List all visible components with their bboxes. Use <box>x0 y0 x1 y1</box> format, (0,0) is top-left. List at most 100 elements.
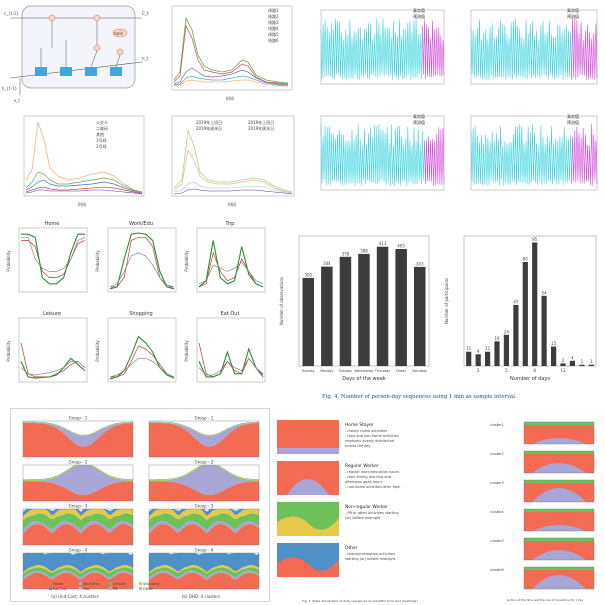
right-cluster-label: cluster4 <box>490 510 504 514</box>
activity-curve <box>198 357 264 376</box>
cluster-area-leisure <box>149 513 259 531</box>
desc-line: - trips and non-home activities <box>345 434 399 438</box>
desc-line: - non-home activities after 6pm <box>345 485 401 489</box>
lstm-diagram: c_{t-1} C_t h_t x_t h_{t-1} tanh <box>2 5 149 103</box>
multi-line-panel-1: 线路1 线路2 线路3 线路4 线路5 线路6 时间 <box>160 0 300 105</box>
desc-title: Other <box>345 545 358 551</box>
cluster-area-leisure <box>149 567 259 578</box>
cluster-area-workedu <box>23 570 133 581</box>
bar-value-label: 388 <box>360 248 368 253</box>
bar-12 <box>569 360 575 366</box>
desc-line: relatively evenly distributed <box>345 439 394 443</box>
cluster-panel-g4-dhd: Group - 4 <box>148 548 260 590</box>
legend-1-1: 线路2 <box>268 13 279 19</box>
ts-2-legend-1: 预测值 <box>567 14 579 19</box>
bar-plot-frame <box>463 235 597 367</box>
fig7-caption: Fig. 7. State distribution of daily sequ… <box>302 599 417 603</box>
bar-value-label: 1 <box>590 359 593 364</box>
right-cluster-row-4: cluster4 <box>490 508 595 532</box>
cluster-area-home <box>23 422 133 457</box>
right-cluster-row-1: cluster1 <box>490 421 595 445</box>
right-area-top <box>524 480 594 483</box>
bar-value-label: 305 <box>304 272 312 277</box>
cluster-group-title: Group - 3 <box>69 504 88 509</box>
cluster-area-eatout <box>149 553 259 573</box>
legend-label: PB <box>113 587 118 591</box>
bar-chart-participants-panel: 11 9 11 19 24 47 80 95 54 15 2 4 1 1 2 5 8 11 Number of da… <box>440 228 602 390</box>
cluster-area-leisure <box>23 567 133 578</box>
cluster-frame <box>148 508 260 546</box>
ts-panel-1: 真实值 预测值 <box>305 2 450 102</box>
desc-area-strip <box>277 448 339 454</box>
bar-11 <box>560 363 566 366</box>
desc-line: afternoon peak hours <box>345 480 383 484</box>
activity-curve <box>109 232 175 290</box>
desc-area-peak <box>287 479 329 495</box>
legend-1-4: 线路5 <box>268 31 279 37</box>
multi-line-chart-2: 公交卡 二维码 其他 1号线 2号线 时间 <box>23 115 145 207</box>
right-cluster-row-3: cluster3 <box>490 479 595 503</box>
bar-value-label: 1 <box>581 359 584 364</box>
bar-3 <box>485 351 491 366</box>
right-area-work <box>532 575 586 589</box>
legend-label: Work/Edu <box>83 582 100 586</box>
ts-frame <box>320 9 445 85</box>
bar-saturday <box>414 266 426 366</box>
right-frame <box>523 566 595 590</box>
cluster-figure-panel: Group - 1 Group - 1 Group - 2 Group - 2 Grou… <box>10 408 270 602</box>
subplot-frame <box>196 227 266 293</box>
ts-1-legend-1: 预测值 <box>413 14 425 19</box>
cluster-frame <box>148 420 260 458</box>
legend-label: Eat Out <box>53 587 67 591</box>
right-frame <box>523 537 595 561</box>
cluster-panel-g2-unitcost: Group - 2 <box>22 460 134 502</box>
right-area-work <box>532 550 586 560</box>
subplot-ylabel: Probability <box>184 340 189 362</box>
legend-1-2: 线路3 <box>268 19 279 25</box>
bar-value-label: 378 <box>342 251 350 256</box>
cluster-panel-g2-dhd: Group - 2 <box>148 460 260 502</box>
bar-14 <box>588 364 594 366</box>
legend-2-4: 2号线 <box>96 143 107 149</box>
bar-tick-label: 11 <box>560 368 566 373</box>
desc-line: - PB or other activities starting <box>345 511 399 515</box>
desc-title: Non-regular Worker <box>345 504 388 510</box>
desc-line: - regular work/education hours <box>345 470 399 474</box>
legend-3-0: 2019年上班日 <box>196 119 222 125</box>
right-cluster-label: cluster2 <box>490 452 504 456</box>
ts-3-legend-0: 真实值 <box>413 114 425 119</box>
right-area-top <box>524 567 594 570</box>
activity-curve <box>198 261 264 285</box>
legend-swatch <box>79 587 82 590</box>
right-cluster-label: cluster3 <box>490 481 504 485</box>
right-area-top <box>524 538 594 541</box>
activity-curve <box>21 233 85 285</box>
subcaption-b: (b) DHD: 4 clusters <box>182 594 220 599</box>
legend-3-3: 2019年周末日 <box>248 125 274 131</box>
multi-line-panel-2: 公交卡 二维码 其他 1号线 2号线 时间 <box>10 110 150 210</box>
bar-value-label: 9 <box>477 349 480 354</box>
cluster-area-workedu <box>149 465 259 496</box>
bar-value-label: 344 <box>323 261 331 266</box>
ts-series-pred <box>424 127 445 186</box>
right-area-top <box>524 422 594 425</box>
fig4-caption: Fig. 4. Number of person-day sequences u… <box>322 394 517 400</box>
lstm-diagram-panel: c_{t-1} C_t h_t x_t h_{t-1} tanh <box>0 0 150 105</box>
bar-value-label: 95 <box>532 237 538 242</box>
right-frame <box>523 421 595 445</box>
ts-frame <box>470 9 598 85</box>
ts-chart-3 <box>320 115 445 191</box>
bar-ylabel: Number of observations <box>279 277 284 325</box>
xlabel-1: 时间 <box>226 95 234 101</box>
cluster-area-home <box>149 572 259 589</box>
desc-line: (or) before midnight <box>345 516 381 520</box>
label-tanh: tanh <box>114 31 124 36</box>
legend-2-0: 公交卡 <box>96 119 108 125</box>
label-hprev: h_{t-1} <box>2 86 18 91</box>
right-area-top <box>524 451 594 454</box>
bar-4 <box>494 341 500 366</box>
activity-curve <box>21 236 86 272</box>
ts-4-legend-0: 真实值 <box>567 114 579 119</box>
subplot-frame <box>196 317 266 383</box>
right-area-work <box>532 463 586 473</box>
